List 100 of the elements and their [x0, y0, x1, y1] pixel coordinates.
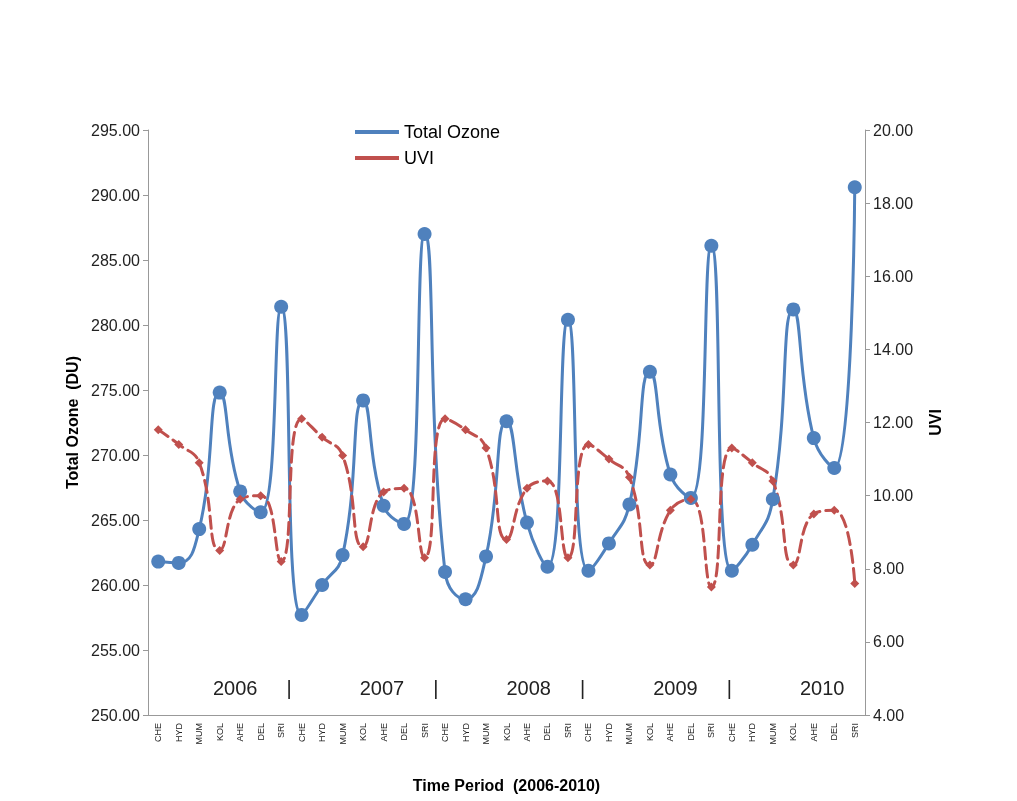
x-tick-label: SRI: [849, 723, 860, 739]
annotation: 2008: [506, 677, 551, 699]
point: [601, 536, 616, 551]
annotation: |: [286, 677, 292, 699]
x-tick-label: KOL: [501, 723, 512, 742]
point: [788, 560, 798, 570]
point: [745, 537, 760, 552]
x-tick-label: MUM: [337, 723, 348, 745]
x-tick-label: KOL: [358, 723, 369, 742]
point: [560, 312, 575, 327]
point: [747, 458, 757, 468]
y2-tick-label: 18.00: [873, 194, 914, 212]
point: [420, 553, 430, 563]
x-tick-label: AHE: [665, 723, 676, 742]
x-tick-label: CHE: [583, 723, 594, 743]
point: [847, 180, 862, 195]
x-tick-label: SRI: [706, 723, 717, 739]
point: [479, 549, 494, 564]
point: [294, 607, 309, 622]
annotation: 2009: [653, 677, 698, 699]
point: [522, 483, 532, 493]
point: [297, 414, 307, 424]
x-tick-label: AHE: [378, 723, 389, 742]
x-tick-label: DEL: [399, 723, 410, 741]
point: [765, 492, 780, 507]
point: [622, 497, 637, 512]
legend-label: Total Ozone: [404, 122, 501, 142]
point: [438, 565, 453, 579]
y-tick-label: 265.00: [91, 511, 141, 529]
x-tick-label: AHE: [235, 723, 246, 742]
point: [706, 582, 716, 592]
x-axis-title: Time Period (2006-2010): [412, 776, 601, 794]
x-tick-label: MUM: [624, 723, 635, 745]
point: [727, 443, 737, 453]
point: [458, 592, 473, 607]
annotation: |: [726, 677, 732, 699]
point: [274, 299, 289, 314]
point: [253, 505, 268, 520]
y-tick-label: 280.00: [91, 316, 141, 334]
point: [379, 487, 389, 497]
point: [499, 414, 514, 429]
x-tick-label: DEL: [542, 723, 553, 741]
x-tick-label: MUM: [481, 723, 492, 745]
point: [809, 509, 819, 519]
legend-label: UVI: [404, 148, 435, 168]
x-tick-label: KOL: [644, 723, 655, 742]
y2-tick-label: 6.00: [873, 633, 905, 651]
x-tick-label: SRI: [419, 723, 430, 739]
point: [235, 494, 245, 504]
x-tick-label: HYD: [747, 722, 758, 743]
point: [481, 443, 491, 453]
point: [358, 542, 368, 552]
point: [174, 439, 184, 449]
annotation: |: [433, 677, 439, 699]
x-tick-label: MUM: [194, 723, 205, 745]
point: [502, 535, 511, 544]
point: [520, 515, 534, 530]
point: [665, 505, 675, 515]
point: [397, 516, 412, 531]
x-tick-label: KOL: [214, 723, 225, 742]
point: [194, 458, 204, 468]
y-tick-label: 285.00: [91, 251, 141, 269]
point: [563, 553, 573, 563]
x-tick-label: MUM: [767, 723, 778, 745]
x-tick-label: HYD: [317, 722, 328, 743]
y-tick-label: 270.00: [91, 446, 141, 464]
point: [806, 431, 821, 446]
point: [335, 548, 350, 563]
point: [827, 461, 842, 475]
y-axis-title: Total Ozone (DU): [63, 355, 81, 490]
point: [440, 414, 450, 424]
y2-tick-label: 16.00: [873, 267, 914, 285]
annotation: 2010: [800, 677, 845, 699]
annotation: 2006: [213, 677, 258, 699]
y2-tick-label: 4.00: [873, 706, 905, 724]
x-tick-label: DEL: [685, 723, 696, 741]
y2-tick-label: 14.00: [873, 340, 914, 358]
y2-tick-label: 10.00: [873, 487, 914, 505]
y2-axis-title: UVI: [926, 409, 944, 436]
point: [317, 432, 327, 442]
point: [315, 578, 330, 592]
x-tick-label: HYD: [173, 722, 184, 743]
point: [540, 559, 555, 574]
x-tick-label: HYD: [603, 722, 614, 743]
y-tick-label: 290.00: [91, 186, 141, 204]
point: [276, 556, 286, 566]
annotation: |: [579, 677, 586, 699]
point: [215, 545, 225, 555]
point: [581, 563, 596, 578]
point: [171, 555, 186, 570]
y-tick-label: 260.00: [91, 576, 141, 594]
y2-tick-label: 20.00: [873, 121, 914, 139]
point: [663, 467, 678, 482]
x-tick-label: CHE: [726, 723, 737, 743]
point: [212, 385, 227, 400]
x-tick-label: AHE: [521, 723, 532, 742]
point: [642, 364, 657, 379]
x-tick-label: CHE: [440, 723, 451, 743]
x-tick-label: HYD: [460, 722, 471, 743]
x-tick-label: CHE: [153, 723, 164, 743]
